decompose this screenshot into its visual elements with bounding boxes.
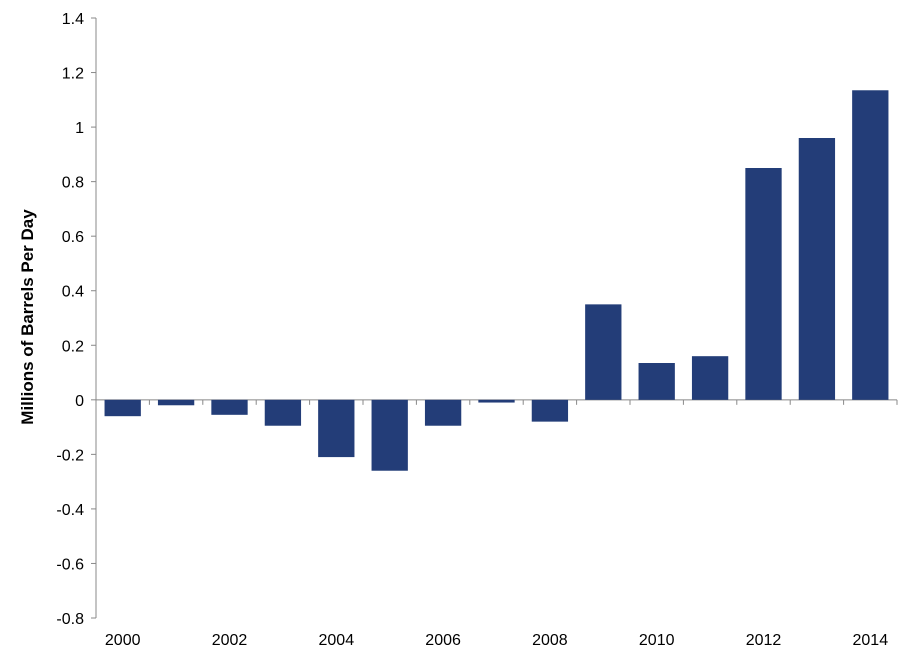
bar-2001 [157, 399, 195, 406]
bar-2013 [798, 138, 836, 400]
bar-2012 [745, 168, 782, 400]
x-tick-label: 2002 [212, 632, 248, 649]
y-tick-label: -0.2 [56, 447, 84, 464]
bar-2004 [318, 399, 355, 458]
bar-2007 [478, 399, 515, 403]
bars [104, 90, 889, 471]
y-tick-label: 1 [75, 120, 84, 137]
bar-2000 [104, 399, 141, 417]
y-axis [91, 17, 97, 619]
bar-2009 [585, 304, 622, 400]
bar-2002 [211, 399, 248, 415]
x-tick-label: 2014 [853, 632, 889, 649]
x-tick-label: 2010 [639, 632, 675, 649]
bar-2006 [424, 399, 462, 426]
y-tick-label: 1.2 [62, 66, 84, 83]
x-tick-label: 2004 [319, 632, 355, 649]
y-axis-title: Millions of Barrels Per Day [18, 209, 37, 425]
y-tick-label: 0.6 [62, 229, 84, 246]
y-tick-labels: -0.8 -0.6 -0.4 -0.2 0 0.2 0.4 0.6 0.8 1 1.2 1.4 [56, 11, 84, 628]
y-tick-label: 1.4 [62, 11, 84, 28]
x-tick-labels: 2000 2002 2004 2006 2008 2010 2012 2014 [105, 632, 888, 649]
x-tick-label: 2006 [425, 632, 461, 649]
y-tick-label: -0.6 [56, 556, 84, 573]
bar-2008 [531, 399, 569, 422]
y-tick-label: 0.2 [62, 338, 84, 355]
y-tick-label: 0 [75, 393, 84, 410]
bar-2005 [371, 399, 408, 471]
y-tick-label: 0.8 [62, 175, 84, 192]
y-tick-label: -0.4 [56, 502, 84, 519]
x-tick-label: 2000 [105, 632, 141, 649]
y-tick-label: 0.4 [62, 284, 84, 301]
x-tick-label: 2012 [746, 632, 782, 649]
bar-2003 [264, 399, 302, 426]
x-tick-label: 2008 [532, 632, 568, 649]
bar-2011 [691, 356, 729, 400]
bar-2010 [638, 363, 675, 400]
y-tick-label: -0.8 [56, 611, 84, 628]
bar-2014 [852, 90, 889, 400]
